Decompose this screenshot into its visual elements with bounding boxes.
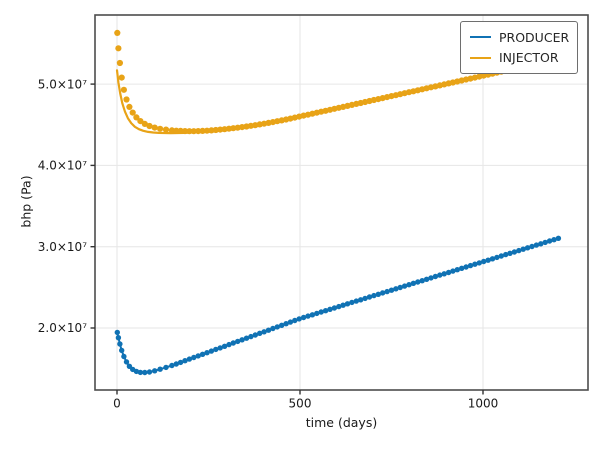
y-tick-label: 3.0×10⁷ <box>38 240 87 254</box>
legend-item-producer: PRODUCER <box>470 29 570 45</box>
y-axis-label: bhp (Pa) <box>18 175 34 228</box>
legend-label-injector: INJECTOR <box>499 50 559 66</box>
series-markers-producer <box>114 235 562 376</box>
plot-border <box>94 14 589 391</box>
legend-item-injector: INJECTOR <box>470 50 568 65</box>
x-tick-label: 0 <box>113 397 121 411</box>
y-tick-label: 2.0×10⁷ <box>38 321 87 335</box>
x-tick-label: 1000 <box>468 397 499 411</box>
legend-label-producer: PRODUCER <box>499 29 570 45</box>
legend: PRODUCER INJECTOR <box>460 21 578 74</box>
x-tick-label: 500 <box>289 397 312 411</box>
y-tick-label: 5.0×10⁷ <box>38 77 87 91</box>
y-tick-label: 4.0×10⁷ <box>38 159 87 173</box>
producer-line-swatch <box>470 35 491 39</box>
injector-line-swatch <box>470 56 491 60</box>
x-axis-label: time (days) <box>305 415 378 430</box>
